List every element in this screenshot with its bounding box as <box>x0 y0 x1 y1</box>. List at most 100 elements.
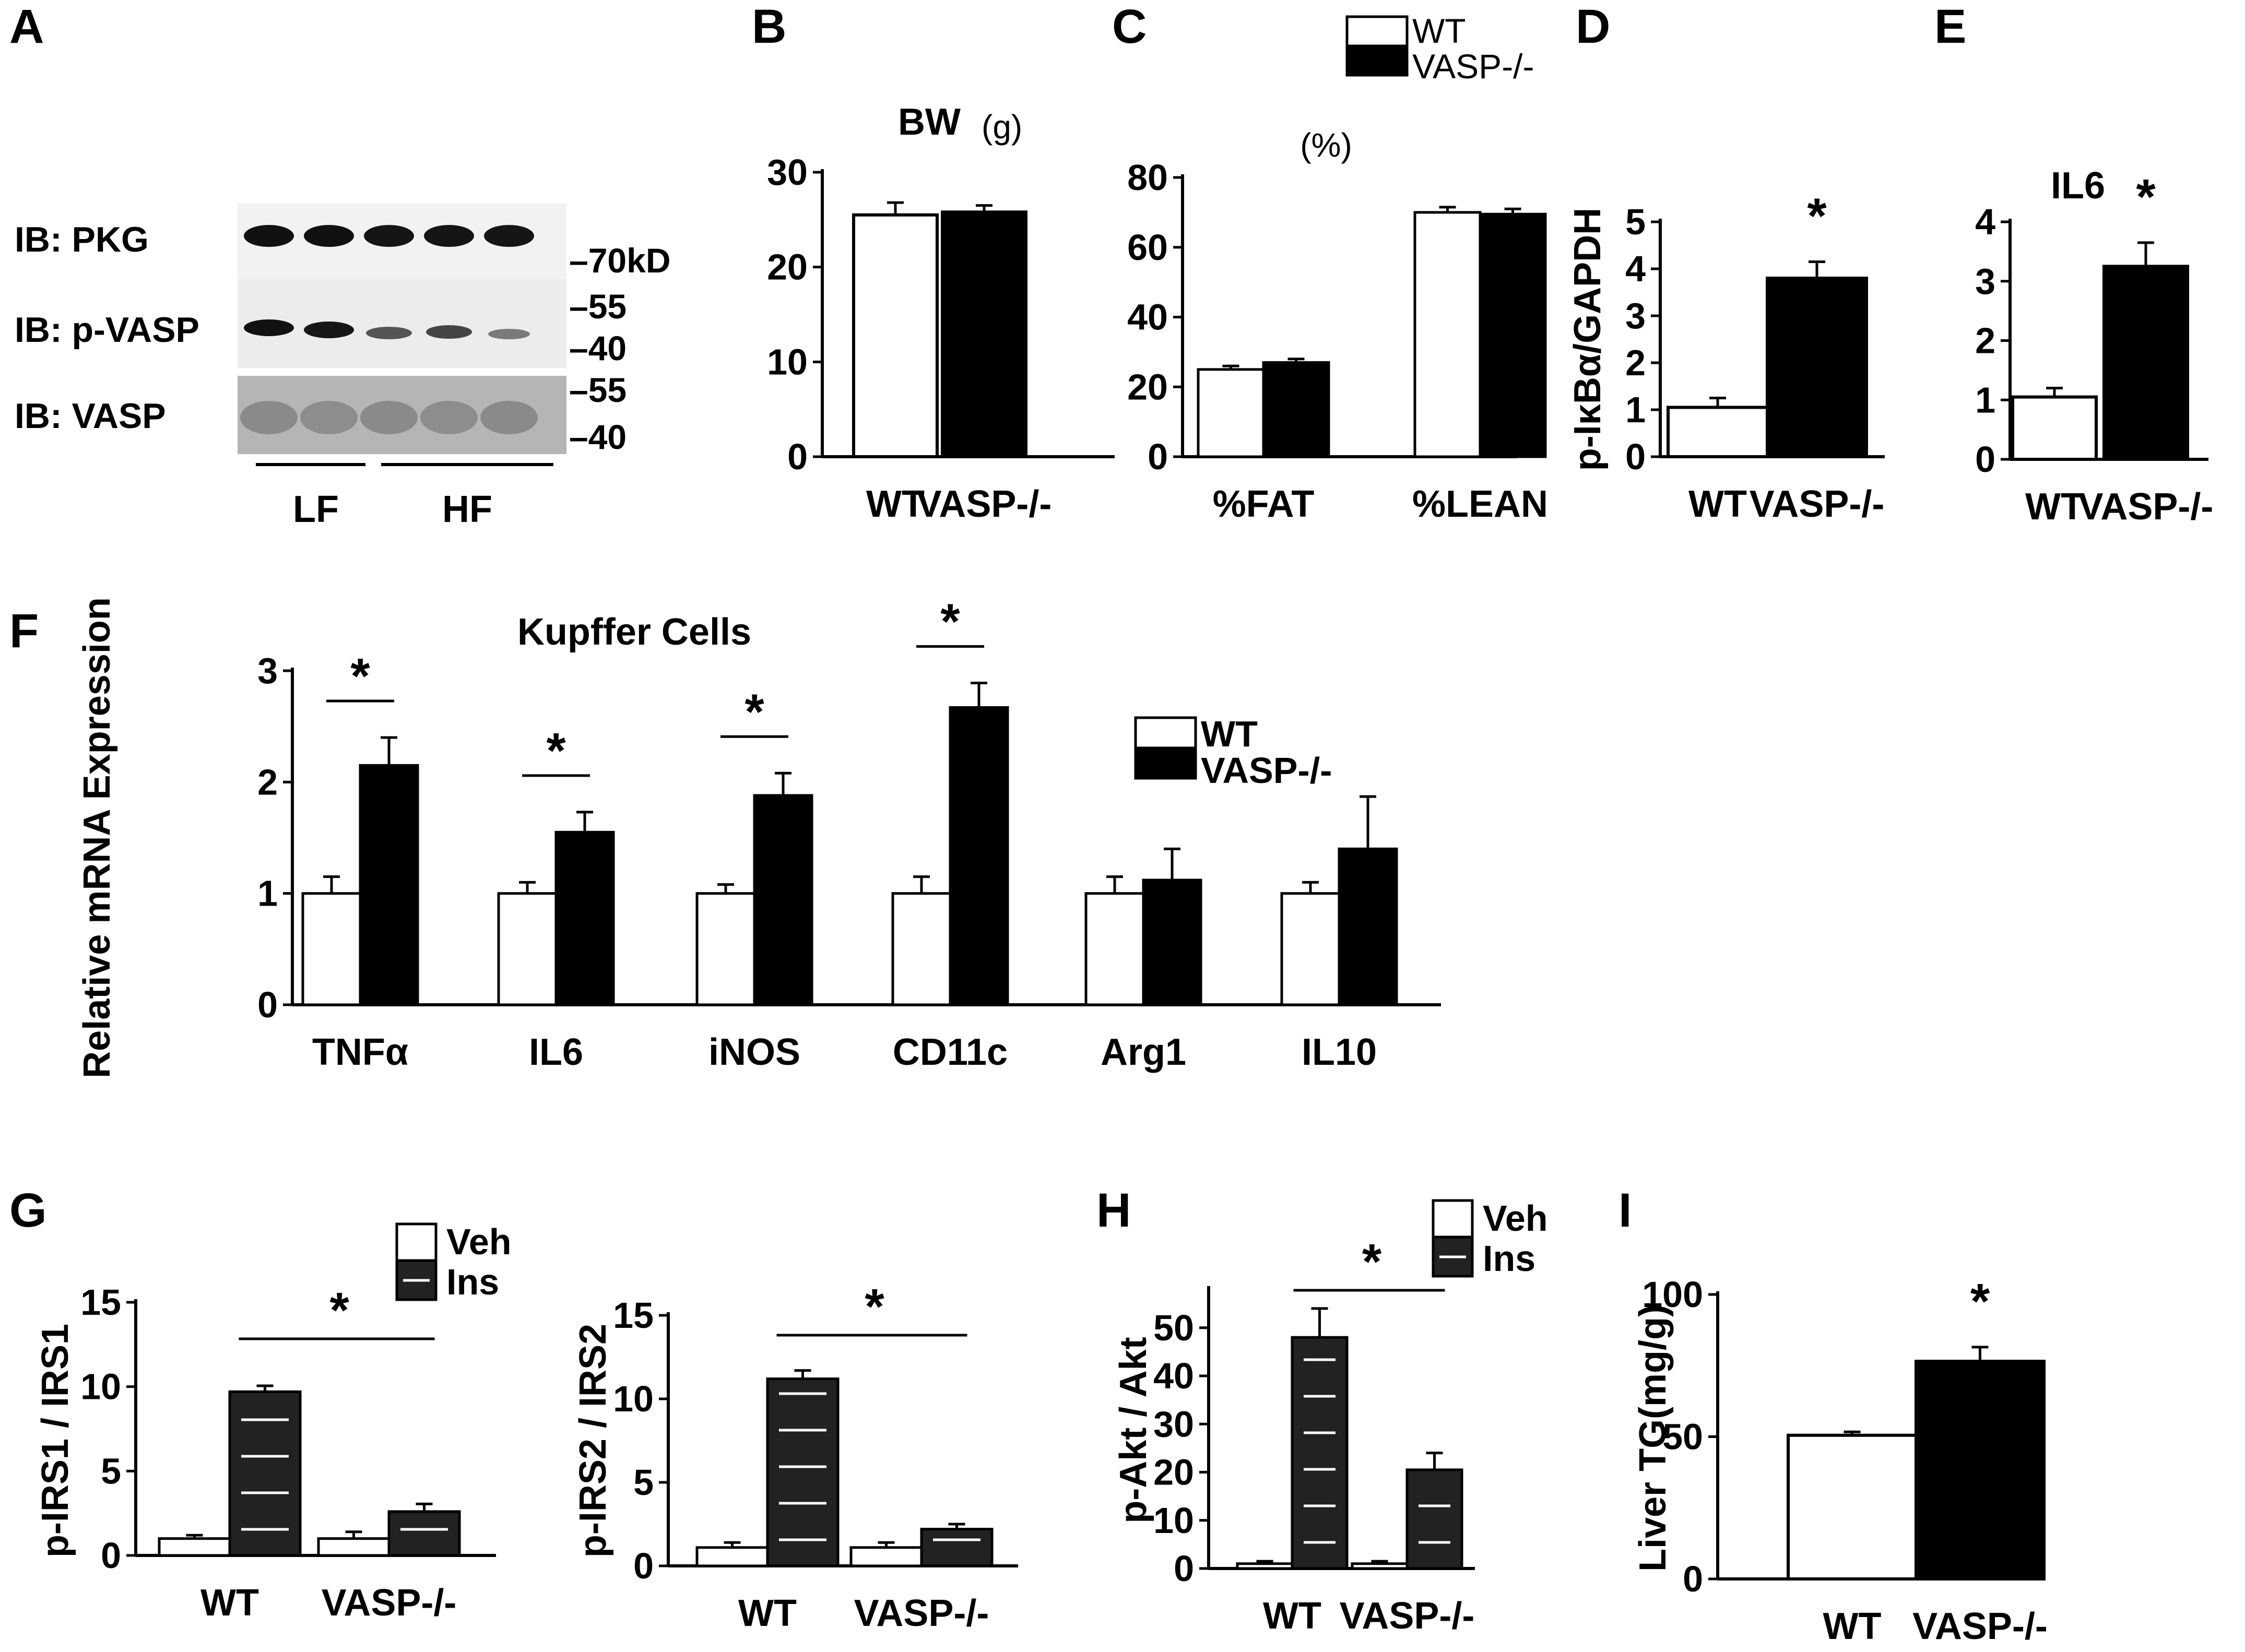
chart-f-bar-2-vasp <box>753 794 813 1006</box>
chart-f-xlabel-1: IL6 <box>529 1031 583 1073</box>
marker-40-a: –40 <box>569 329 627 367</box>
chart-g1-bar-1-ins <box>387 1510 461 1557</box>
chart-c-legend-swatch-vasp <box>1345 44 1409 77</box>
chart-f-bar-3-vasp <box>949 706 1009 1006</box>
chart-d-ytick-label-2: 2 <box>1625 342 1646 383</box>
chart-f-bar-4-vasp <box>1142 878 1202 1006</box>
chart-g2-ytick-label-1: 5 <box>633 1462 654 1503</box>
chart-b-ytick-label-1: 10 <box>767 341 808 382</box>
chart-e-xlabel-1: VASP-/- <box>2078 486 2214 528</box>
chart-d-ytick-label-3: 3 <box>1625 295 1646 336</box>
chart-d-bar-vasp <box>1766 277 1868 458</box>
chart-e-ytick-label-1: 1 <box>1975 379 1995 420</box>
chart-c-legend-wt: WT <box>1412 11 1466 50</box>
chart-g2-ytick-label-0: 0 <box>633 1546 654 1586</box>
chart-i-significance: * <box>1970 1274 1990 1329</box>
chart-e-ytick-label-0: 0 <box>1975 439 1995 480</box>
blot-row-pkg-label: IB: PKG <box>15 220 149 259</box>
chart-g2-xlabel-0: WT <box>738 1592 797 1634</box>
chart-d-ytick-label-5: 5 <box>1625 201 1646 242</box>
chart-h-significance: * <box>1362 1234 1382 1290</box>
chart-d-xlabel-0: WT <box>1688 483 1747 525</box>
chart-f-significance-2: * <box>745 684 764 740</box>
marker-55-a: –55 <box>569 287 627 326</box>
blot-row-vasp-label: IB: VASP <box>15 396 166 436</box>
chart-d-ytick-label-1: 1 <box>1625 389 1646 430</box>
chart-h-ylabel: p-Akt / Akt <box>1113 1337 1154 1523</box>
chart-e-bar-vasp <box>2102 265 2189 461</box>
chart-d-xlabel-1: VASP-/- <box>1750 483 1885 525</box>
blot-bands-pkg <box>244 225 534 247</box>
chart-f-legend-wt: WT <box>1201 714 1258 754</box>
chart-g1-legend-swatch-veh <box>395 1222 438 1262</box>
chart-f-legend-swatch-wt <box>1134 716 1197 750</box>
chart-h-ytick-label-5: 50 <box>1153 1308 1194 1348</box>
chart-c-title: (%) <box>1300 126 1352 164</box>
chart-h-legend-swatch-veh <box>1432 1199 1474 1239</box>
chart-e-xlabel-0: WT <box>2025 486 2084 528</box>
chart-b-ytick-label-3: 30 <box>767 152 808 193</box>
chart-d-ylabel: p-IκBα/GAPDH <box>1567 208 1609 471</box>
chart-g1-bar-1-veh <box>317 1537 391 1557</box>
chart-f-xlabel-3: CD11c <box>893 1031 1008 1073</box>
chart-b-bar-vasp <box>941 210 1027 458</box>
chart-f-bar-0-wt <box>301 892 362 1006</box>
chart-g1-ytick-label-1: 5 <box>101 1451 121 1491</box>
panel-label-c: C <box>1112 0 1147 53</box>
chart-i-ytick-label-0: 0 <box>1683 1559 1703 1599</box>
chart-c-bar-0-wt <box>1197 368 1265 458</box>
chart-c-legend-vasp: VASP-/- <box>1412 47 1534 86</box>
chart-h-legend-veh: Veh <box>1483 1198 1548 1239</box>
chart-b-title-unit: (g) <box>982 108 1022 146</box>
chart-i-xlabel-1: VASP-/- <box>1912 1606 2048 1647</box>
blot-bands-vasp <box>240 401 538 434</box>
chart-g2-ytick-label-2: 10 <box>613 1378 654 1419</box>
chart-g2-ylabel: p-IRS2 / IRS2 <box>572 1324 614 1558</box>
marker-40-b: –40 <box>569 418 627 456</box>
chart-f-bar-5-wt <box>1280 892 1341 1006</box>
chart-f-xlabel-5: IL10 <box>1302 1031 1377 1073</box>
chart-c-ytick-label-3: 60 <box>1127 227 1168 268</box>
chart-b-ytick-label-0: 0 <box>787 436 808 477</box>
chart-g1-legend-ins: Ins <box>446 1262 499 1302</box>
chart-b-bar-wt <box>852 213 939 458</box>
chart-d-ytick-label-0: 0 <box>1625 436 1646 477</box>
chart-e-ytick-label-2: 2 <box>1975 320 1995 361</box>
panel-label-a: A <box>9 0 44 53</box>
chart-g1-ytick-label-3: 15 <box>80 1282 121 1323</box>
chart-h-ytick-label-0: 0 <box>1174 1548 1194 1589</box>
chart-g2-significance: * <box>865 1279 884 1335</box>
chart-i-ytick-label-1: 50 <box>1662 1417 1703 1457</box>
chart-g1-legend-veh: Veh <box>446 1221 512 1262</box>
chart-f-bar-5-vasp <box>1338 847 1398 1006</box>
group-label-hf: HF <box>442 489 492 530</box>
chart-i-xlabel-0: WT <box>1823 1606 1882 1647</box>
chart-c-ytick-label-2: 40 <box>1127 297 1168 338</box>
chart-f-bar-1-wt <box>497 892 558 1006</box>
chart-h-bar-1-ins <box>1405 1468 1463 1570</box>
chart-h-bar-0-veh <box>1236 1562 1294 1570</box>
chart-b-xlabel-1: VASP-/- <box>917 483 1052 525</box>
chart-f-significance-1: * <box>546 723 566 779</box>
chart-c-xlabel-1: %LEAN <box>1412 483 1548 525</box>
chart-g2-xlabel-1: VASP-/- <box>854 1592 989 1634</box>
chart-g2-bar-1-veh <box>849 1546 923 1567</box>
chart-g1-bar-0-veh <box>158 1537 231 1557</box>
chart-h-xlabel-1: VASP-/- <box>1340 1595 1475 1637</box>
chart-f-bar-0-vasp <box>359 764 419 1006</box>
chart-c-bar-0-vasp <box>1262 361 1330 458</box>
marker-70kd: –70kD <box>569 241 671 280</box>
chart-f-xlabel-2: iNOS <box>708 1031 800 1073</box>
blot-row-pvasp-label: IB: p-VASP <box>15 310 199 350</box>
chart-f-ytick-label-1: 1 <box>257 873 278 914</box>
chart-c-ytick-label-1: 20 <box>1127 366 1168 407</box>
chart-f-ytick-label-3: 3 <box>257 650 278 691</box>
chart-f-xlabel-4: Arg1 <box>1101 1031 1186 1073</box>
chart-f-bar-4-wt <box>1084 892 1145 1006</box>
chart-f-ylabel: Relative mRNA Expression <box>76 597 118 1078</box>
chart-i-ytick-label-2: 100 <box>1642 1274 1703 1315</box>
chart-i-bar-wt <box>1787 1433 1918 1580</box>
chart-b-xlabel-0: WT <box>866 483 925 525</box>
